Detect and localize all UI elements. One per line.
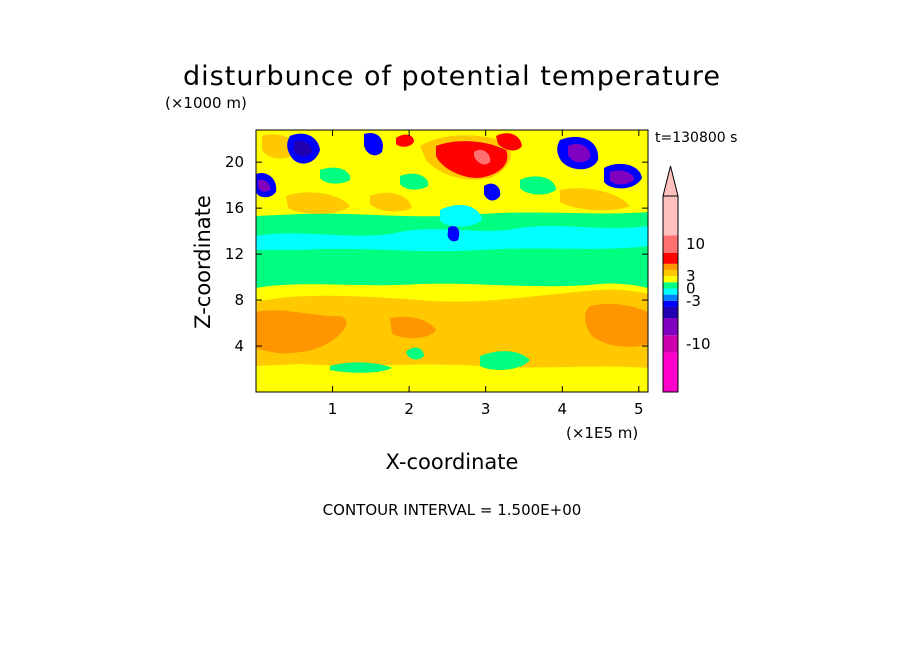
field-peak-core bbox=[474, 149, 491, 165]
field-red-core bbox=[396, 134, 414, 147]
field-hot-layer bbox=[584, 303, 648, 347]
colorbar-label: 0 bbox=[686, 279, 696, 297]
y-tick-label: 8 bbox=[234, 291, 244, 309]
field-hot-layer bbox=[256, 310, 347, 354]
colorbar-swatch bbox=[663, 288, 678, 295]
time-label: t=130800 s bbox=[655, 130, 737, 146]
colorbar-label: 3 bbox=[686, 267, 696, 285]
y-tick-label: 4 bbox=[234, 337, 244, 355]
y-tick-label: 20 bbox=[225, 153, 244, 171]
colorbar-frame bbox=[662, 195, 679, 393]
x-tick-label: 2 bbox=[404, 400, 414, 418]
field-hot-layer bbox=[390, 316, 436, 339]
colorbar-label: -10 bbox=[686, 335, 711, 353]
colorbar-swatch bbox=[663, 300, 678, 307]
field-warm-patch bbox=[286, 192, 350, 214]
colorbar-swatch bbox=[663, 235, 678, 253]
colorbar-swatch bbox=[663, 318, 678, 336]
contour-interval-label: CONTOUR INTERVAL = 1.500E+00 bbox=[323, 501, 582, 519]
plot-frame bbox=[255, 129, 649, 393]
y-axis-label: Z-coordinate bbox=[191, 195, 215, 329]
field-cool-spot bbox=[330, 362, 392, 373]
colorbar: 10 30-3 -10 bbox=[662, 165, 711, 393]
field-red-core bbox=[436, 141, 508, 178]
y-tick-label: 12 bbox=[225, 245, 244, 263]
field-cool-cell bbox=[440, 205, 482, 227]
colorbar-swatch bbox=[663, 352, 678, 392]
contour-field bbox=[256, 130, 648, 392]
colorbar-swatch bbox=[663, 196, 678, 236]
chart-title: disturbunce of potential temperature bbox=[183, 61, 721, 92]
colorbar-swatch bbox=[663, 282, 678, 289]
colorbar-extend-arrow bbox=[662, 165, 679, 197]
field-cool-cell bbox=[400, 173, 429, 190]
field-cold-core bbox=[610, 170, 634, 185]
y-unit-label: (×1000 m) bbox=[165, 94, 247, 112]
colorbar-swatch bbox=[663, 252, 678, 264]
colorbar-swatch bbox=[663, 294, 678, 301]
field-cold-core bbox=[258, 179, 271, 192]
field-cold-core bbox=[568, 143, 591, 163]
field-cool-cell bbox=[520, 176, 556, 195]
colorbar-swatch bbox=[663, 335, 678, 353]
field-warm-patch bbox=[560, 188, 630, 211]
x-unit-label: (×1E5 m) bbox=[566, 424, 638, 442]
x-axis-label: X-coordinate bbox=[386, 450, 519, 474]
colorbar-swatch bbox=[663, 276, 678, 283]
colorbar-label: -3 bbox=[686, 292, 701, 310]
field-cold-cell bbox=[447, 225, 460, 242]
colorbar-swatch bbox=[663, 306, 678, 319]
colorbar-label: 10 bbox=[686, 235, 705, 253]
field-cool-cell bbox=[320, 167, 351, 184]
colorbar-swatch bbox=[663, 263, 678, 270]
x-tick-label: 3 bbox=[481, 400, 491, 418]
field-warm-patch bbox=[370, 192, 412, 212]
field-cold-cell bbox=[364, 132, 383, 156]
x-axis: 1 2 3 4 5 bbox=[328, 130, 644, 418]
field-cool-spot bbox=[406, 347, 424, 360]
x-tick-label: 5 bbox=[634, 400, 644, 418]
x-tick-label: 4 bbox=[557, 400, 567, 418]
field-cool-spot bbox=[480, 351, 530, 370]
field-cold-core bbox=[294, 140, 312, 157]
field-red-core bbox=[496, 133, 522, 151]
y-tick-label: 16 bbox=[225, 199, 244, 217]
field-warm-patch bbox=[262, 134, 297, 159]
colorbar-swatch bbox=[663, 269, 678, 277]
field-cold-cell bbox=[484, 183, 501, 201]
x-tick-label: 1 bbox=[328, 400, 338, 418]
y-axis: 4 8 12 16 20 bbox=[225, 153, 648, 355]
field-warm-layer bbox=[256, 289, 648, 368]
